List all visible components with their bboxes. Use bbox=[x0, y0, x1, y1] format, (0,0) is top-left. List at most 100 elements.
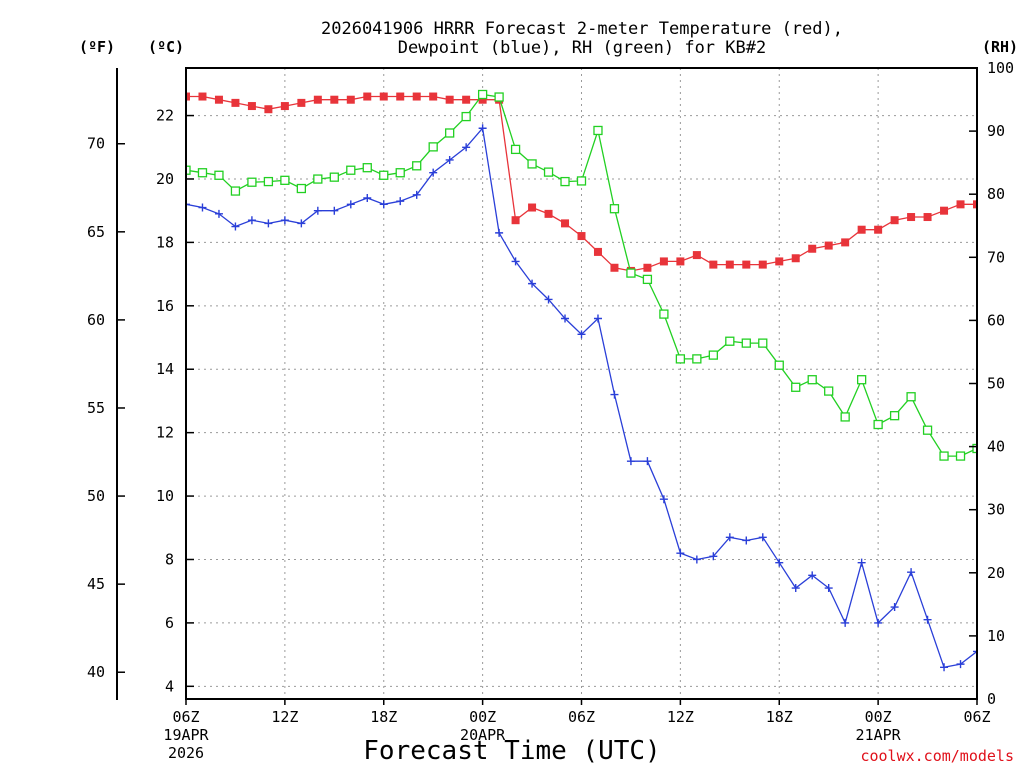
celsius-tick-label: 16 bbox=[156, 297, 174, 315]
rh-point bbox=[906, 392, 916, 402]
rh-point bbox=[186, 165, 191, 175]
temperature-point bbox=[824, 241, 833, 250]
chart-title-line-1: 2026041906 HRRR Forecast 2-meter Tempera… bbox=[321, 19, 843, 39]
temperature-point bbox=[907, 213, 916, 222]
rh-point bbox=[263, 176, 274, 187]
dewpoint-point bbox=[725, 533, 734, 542]
dewpoint-point bbox=[561, 314, 570, 323]
rh-tick-label: 80 bbox=[987, 185, 1005, 203]
temperature-point bbox=[264, 105, 273, 114]
rh-point bbox=[395, 168, 405, 178]
temperature-point bbox=[313, 95, 322, 104]
temperature-point bbox=[841, 238, 850, 247]
chart-title-line-2: Dewpoint (blue), RH (green) for KB#2 bbox=[398, 38, 766, 58]
celsius-tick-label: 4 bbox=[165, 677, 174, 695]
rh-point bbox=[791, 382, 801, 392]
temperature-point bbox=[791, 254, 800, 263]
dewpoint-point bbox=[429, 168, 438, 177]
celsius-tick-label: 22 bbox=[156, 107, 174, 125]
rh-point bbox=[296, 183, 307, 194]
rh-point bbox=[692, 354, 702, 364]
temperature-point bbox=[330, 95, 339, 104]
dewpoint-point bbox=[940, 663, 949, 672]
temperature-point bbox=[940, 206, 949, 215]
rh-point bbox=[972, 443, 977, 454]
celsius-tick-label: 6 bbox=[165, 614, 174, 632]
rh-series bbox=[186, 89, 977, 461]
celsius-tick-label: 20 bbox=[156, 170, 174, 188]
dewpoint-point bbox=[857, 558, 866, 567]
celsius-tick-label: 18 bbox=[156, 233, 174, 251]
rh-point bbox=[445, 128, 455, 138]
rh-point bbox=[725, 336, 735, 346]
rh-tick-label: 30 bbox=[987, 501, 1005, 519]
fahrenheit-tick-label: 40 bbox=[87, 663, 105, 681]
rh-point bbox=[379, 170, 389, 180]
rh-tick-label: 60 bbox=[987, 311, 1005, 329]
dewpoint-point bbox=[186, 200, 190, 209]
fahrenheit-tick-label: 55 bbox=[87, 399, 105, 417]
dewpoint-point bbox=[231, 222, 240, 231]
temperature-point bbox=[511, 216, 520, 225]
dewpoint-point bbox=[643, 457, 652, 466]
dewpoint-point bbox=[791, 584, 800, 593]
temperature-point bbox=[412, 92, 421, 101]
dewpoint-point bbox=[692, 555, 701, 564]
dewpoint-point bbox=[396, 197, 405, 206]
temperature-point bbox=[857, 225, 866, 234]
temperature-point bbox=[544, 209, 553, 218]
dewpoint-point bbox=[346, 200, 355, 209]
rh-point bbox=[527, 159, 537, 169]
temperature-point bbox=[808, 244, 817, 253]
rh-point bbox=[856, 375, 867, 385]
dewpoint-point bbox=[379, 200, 388, 209]
temperature-point bbox=[396, 92, 405, 101]
rh-point bbox=[560, 176, 570, 187]
temperature-point bbox=[775, 257, 784, 266]
fahrenheit-tick-label: 60 bbox=[87, 311, 105, 329]
fahrenheit-tick-label: 45 bbox=[87, 575, 105, 593]
celsius-tick-label: 8 bbox=[165, 550, 174, 568]
dewpoint-point bbox=[956, 660, 965, 669]
temperature-point bbox=[363, 92, 372, 101]
temperature-point bbox=[186, 92, 190, 101]
rh-point bbox=[774, 360, 784, 370]
x-tick-label: 18Z bbox=[370, 708, 397, 726]
dewpoint-point bbox=[841, 618, 850, 627]
temperature-point bbox=[462, 95, 471, 104]
dewpoint-point bbox=[709, 552, 718, 561]
x-tick-label: 12Z bbox=[667, 708, 694, 726]
dewpoint-point bbox=[330, 206, 339, 215]
rh-point bbox=[477, 89, 488, 100]
temperature-point bbox=[561, 219, 570, 228]
rh-point bbox=[659, 309, 669, 319]
temperature-point bbox=[758, 260, 767, 269]
rh-tick-label: 0 bbox=[987, 690, 996, 708]
fahrenheit-tick-label: 70 bbox=[87, 135, 105, 153]
dewpoint-point bbox=[626, 457, 635, 466]
dewpoint-point bbox=[610, 390, 619, 399]
dewpoint-point bbox=[808, 571, 817, 580]
temperature-point bbox=[956, 200, 965, 209]
temperature-point bbox=[742, 260, 751, 269]
dewpoint-point bbox=[874, 618, 883, 627]
rh-point bbox=[313, 174, 323, 184]
dewpoint-point bbox=[577, 330, 586, 339]
temperature-point bbox=[297, 98, 306, 107]
rh-point bbox=[939, 451, 949, 461]
temperature-point bbox=[890, 216, 899, 225]
temperature-point bbox=[659, 257, 668, 266]
rh-tick-label: 70 bbox=[987, 248, 1005, 266]
temperature-point bbox=[429, 92, 438, 101]
dewpoint-point bbox=[363, 194, 372, 203]
rh-point bbox=[807, 375, 817, 385]
rh-point bbox=[741, 338, 751, 348]
temperature-point bbox=[874, 225, 883, 234]
temperature-point bbox=[643, 263, 652, 272]
dewpoint-point bbox=[280, 216, 289, 225]
fahrenheit-tick-label: 65 bbox=[87, 223, 105, 241]
rh-point bbox=[494, 92, 504, 102]
dewpoint-point bbox=[528, 279, 537, 288]
rh-point bbox=[412, 161, 422, 171]
